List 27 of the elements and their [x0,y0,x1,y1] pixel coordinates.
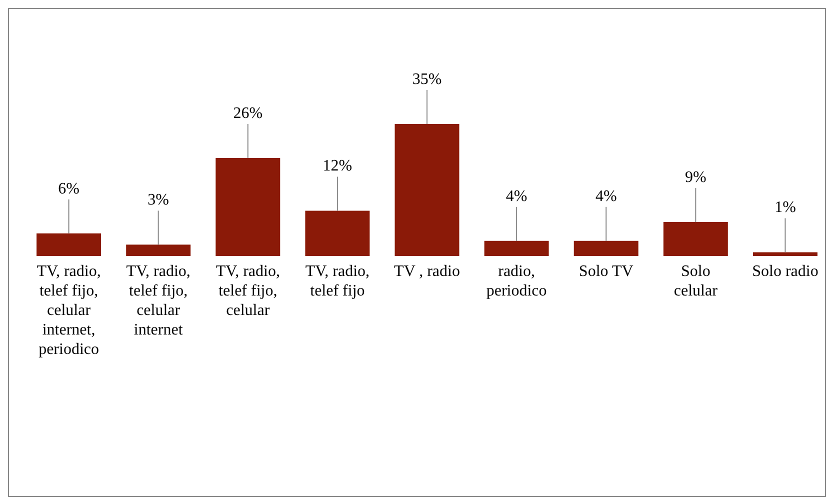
x-tick-label: Solo TV [578,262,634,280]
bar [484,240,549,256]
bar [126,244,191,256]
bar [216,158,280,256]
data-label: 3% [148,192,169,209]
bar [305,210,370,256]
data-label: 26% [233,104,263,122]
data-label: 1% [774,199,796,216]
bar [752,252,818,256]
data-label: 9% [685,169,706,186]
data-label: 12% [322,158,352,175]
bar [394,124,460,256]
x-tick-label: TV , radio [394,262,460,280]
x-tick-label: Solo celular [674,262,718,300]
x-tick-label: Solo radio [752,262,818,280]
x-tick-label: TV, radio, telef fijo [305,262,370,300]
bar [36,233,102,256]
data-label: 35% [412,71,442,88]
bar [574,240,638,256]
data-label: 4% [595,188,617,205]
data-label: 4% [506,188,528,205]
data-label: 6% [58,180,80,198]
bar [663,222,728,256]
x-tick-label: TV, radio, telef fijo, celular internet [126,262,190,339]
x-tick-label: TV, radio, telef fijo, celular [216,262,280,320]
x-tick-label: radio, periodico [486,262,547,300]
x-tick-label: TV, radio, telef fijo, celular internet, periodico [36,262,101,358]
